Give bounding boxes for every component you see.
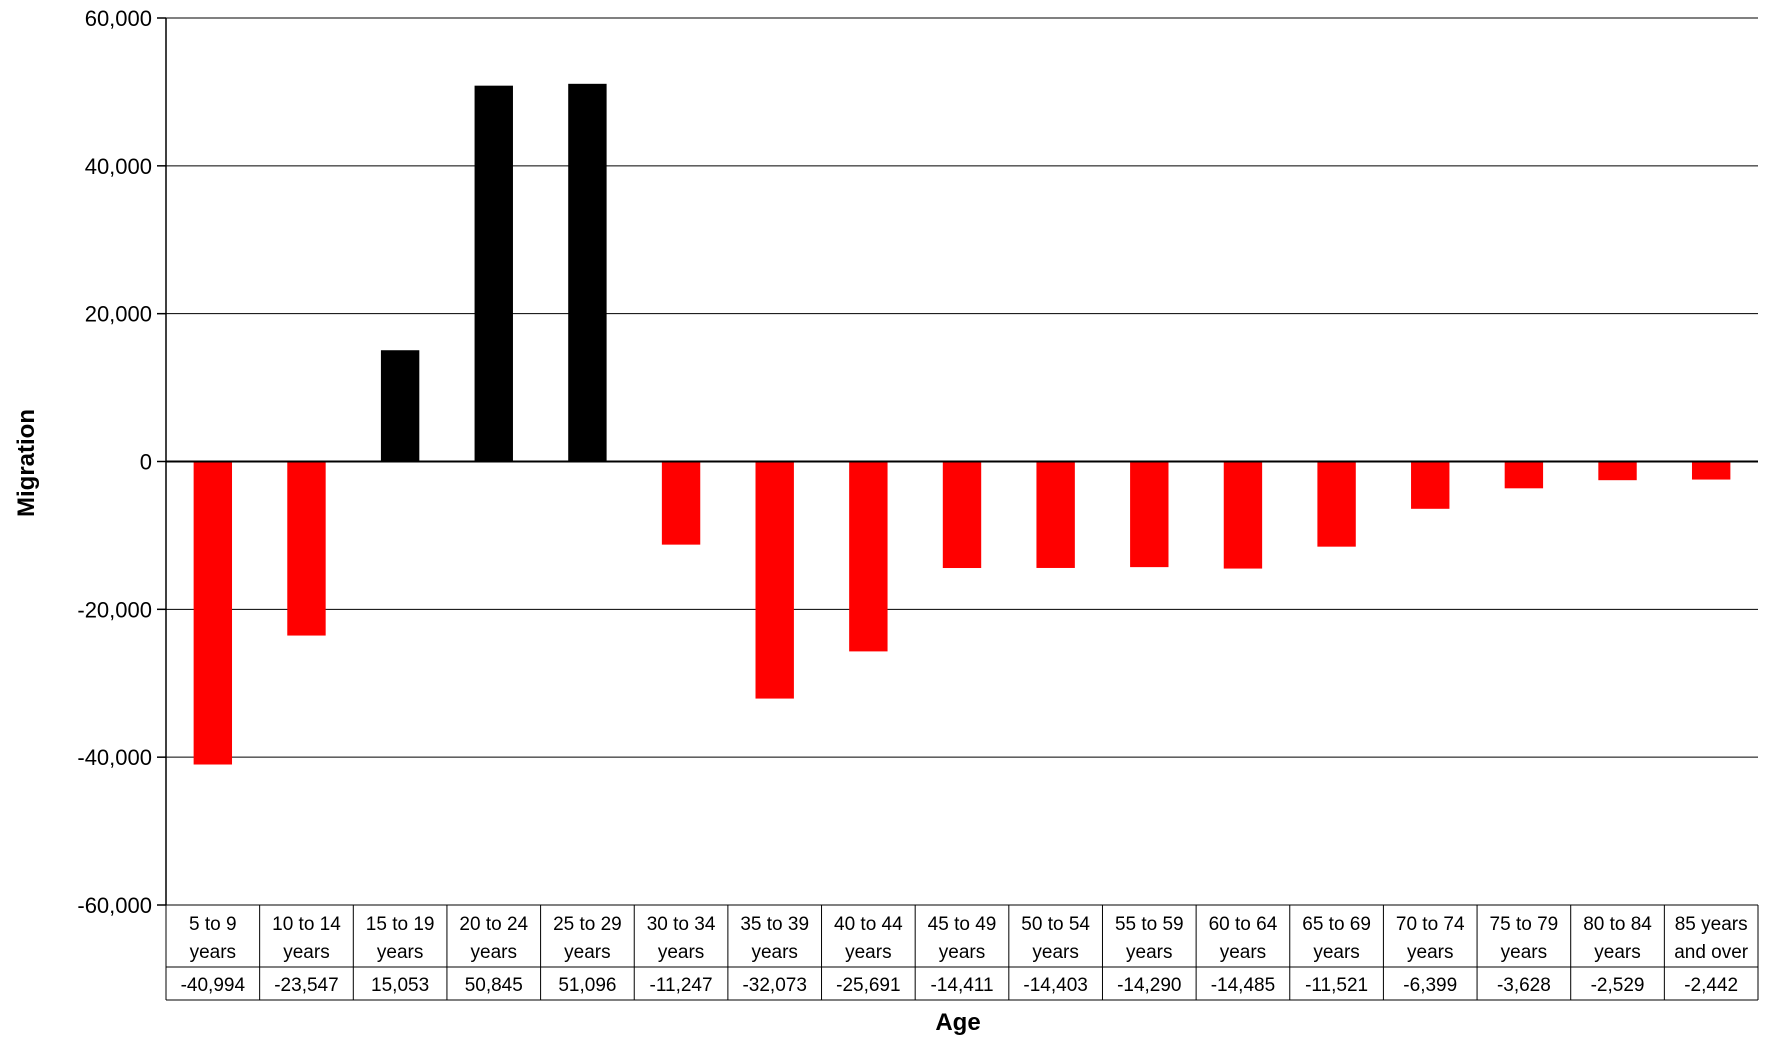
value-label: -6,399 <box>1403 975 1457 996</box>
category-label: years <box>1220 942 1266 963</box>
category-label: years <box>377 942 423 963</box>
category-label: 65 to 69 <box>1302 914 1371 935</box>
y-tick-label: 0 <box>140 450 152 475</box>
category-label: years <box>1313 942 1359 963</box>
bar <box>380 350 420 462</box>
category-label: 50 to 54 <box>1021 914 1090 935</box>
category-label: years <box>1407 942 1453 963</box>
bars <box>193 83 1731 765</box>
bar <box>568 83 607 462</box>
y-tick-label: 40,000 <box>85 154 152 179</box>
category-label: 55 to 59 <box>1115 914 1184 935</box>
category-label: years <box>1126 942 1172 963</box>
value-label: -2,529 <box>1591 975 1645 996</box>
data-table: 5 to 9 years -40,994 10 to 14 years -23,547 15… <box>165 905 1759 1001</box>
category-label: years <box>939 942 985 963</box>
category-label: 30 to 34 <box>647 914 716 935</box>
category-label: years <box>751 942 797 963</box>
y-tick-labels: 60,000 40,000 20,000 0 -20,000 -40,000 -60,000 <box>77 6 152 918</box>
bar <box>1691 461 1731 480</box>
value-label: 50,845 <box>465 975 523 996</box>
value-label: -3,628 <box>1497 975 1551 996</box>
bar <box>1317 461 1356 547</box>
bar <box>193 461 233 765</box>
category-label: 10 to 14 <box>272 914 341 935</box>
category-label: and over <box>1674 942 1749 963</box>
category-label: 15 to 19 <box>366 914 435 935</box>
category-label: years <box>1501 942 1547 963</box>
bar <box>1223 461 1263 569</box>
value-label: -23,547 <box>274 975 338 996</box>
category-label: 35 to 39 <box>740 914 809 935</box>
category-label: years <box>1032 942 1078 963</box>
y-axis-title: Migration <box>13 409 40 517</box>
value-label: 15,053 <box>371 975 429 996</box>
value-label: -14,485 <box>1211 975 1275 996</box>
y-tick-label: 60,000 <box>85 6 152 31</box>
y-tick-label: -40,000 <box>77 745 152 770</box>
value-label: -14,411 <box>930 975 993 996</box>
category-label: years <box>658 942 704 963</box>
category-label: 85 years <box>1675 914 1748 935</box>
category-label: 20 to 24 <box>459 914 528 935</box>
bar <box>474 85 513 462</box>
category-label: 40 to 44 <box>834 914 903 935</box>
category-label: 60 to 64 <box>1209 914 1278 935</box>
bar <box>849 461 888 652</box>
category-label: years <box>190 942 236 963</box>
value-label: 51,096 <box>558 975 616 996</box>
value-label: -11,521 <box>1305 975 1368 996</box>
bar <box>1411 461 1450 509</box>
category-label: years <box>1594 942 1640 963</box>
y-tick-label: -20,000 <box>77 597 152 622</box>
bar <box>287 461 326 636</box>
bar <box>1130 461 1169 568</box>
value-label: -14,290 <box>1117 975 1181 996</box>
category-label: 80 to 84 <box>1583 914 1652 935</box>
value-label: -14,403 <box>1023 975 1087 996</box>
category-label: 70 to 74 <box>1396 914 1465 935</box>
category-label: 5 to 9 <box>189 914 237 935</box>
bar <box>1598 461 1637 481</box>
bar <box>755 461 794 699</box>
bar <box>661 461 701 545</box>
value-label: -25,691 <box>836 975 900 996</box>
bar <box>1504 461 1544 489</box>
category-label: years <box>471 942 517 963</box>
bar <box>1036 461 1075 568</box>
category-label: 75 to 79 <box>1490 914 1559 935</box>
category-label: years <box>283 942 329 963</box>
x-axis-title: Age <box>935 1009 980 1036</box>
value-label: -11,247 <box>650 975 713 996</box>
category-label: 25 to 29 <box>553 914 622 935</box>
value-label: -2,442 <box>1684 975 1738 996</box>
y-tick-label: 20,000 <box>85 302 152 327</box>
value-label: -32,073 <box>742 975 806 996</box>
bar <box>942 461 982 569</box>
value-label: -40,994 <box>181 975 246 996</box>
plot-frame <box>157 17 1758 906</box>
category-label: 45 to 49 <box>928 914 997 935</box>
y-tick-label: -60,000 <box>77 893 152 918</box>
category-label: years <box>564 942 610 963</box>
category-label: years <box>845 942 891 963</box>
